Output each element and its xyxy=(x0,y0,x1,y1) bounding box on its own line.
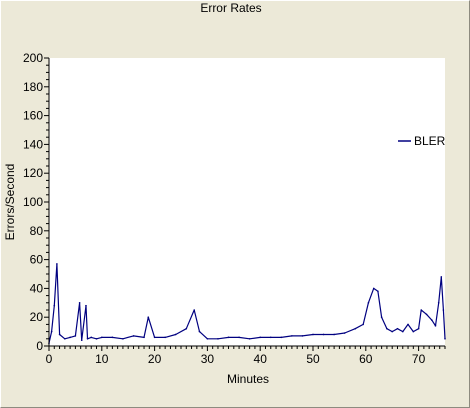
data-point xyxy=(56,263,58,265)
data-point xyxy=(122,338,124,340)
x-tick-label: 0 xyxy=(46,352,53,366)
y-tick-label: 60 xyxy=(30,253,44,267)
data-point xyxy=(425,313,428,316)
x-tick-label: 60 xyxy=(359,352,373,366)
data-point xyxy=(143,336,145,339)
y-tick-label: 40 xyxy=(30,281,44,295)
y-tick-label: 120 xyxy=(23,166,43,180)
data-point xyxy=(198,330,201,333)
data-point xyxy=(312,333,314,336)
y-tick-label: 0 xyxy=(36,339,43,353)
data-point xyxy=(440,276,443,278)
x-tick-label: 30 xyxy=(201,352,215,366)
data-point xyxy=(101,336,103,339)
data-point xyxy=(354,327,357,330)
legend: BLER xyxy=(398,134,446,148)
y-axis-label: Errors/Second xyxy=(3,164,17,241)
data-point xyxy=(248,338,251,340)
data-point xyxy=(64,338,66,340)
y-tick-label: 100 xyxy=(23,195,43,209)
data-point xyxy=(444,338,446,340)
data-point xyxy=(401,330,404,333)
x-tick-label: 40 xyxy=(254,352,268,366)
data-point xyxy=(291,335,293,337)
data-point xyxy=(442,309,445,311)
data-point xyxy=(269,336,272,339)
x-tick-label: 10 xyxy=(95,352,109,366)
data-point xyxy=(111,336,114,339)
data-point xyxy=(193,309,195,311)
data-point xyxy=(238,336,240,339)
x-tick-label: 50 xyxy=(306,352,320,366)
data-point xyxy=(185,327,188,330)
data-point xyxy=(372,287,375,290)
data-point xyxy=(85,304,87,307)
y-tick-label: 160 xyxy=(23,109,43,123)
data-point xyxy=(206,338,209,340)
data-point xyxy=(377,290,379,293)
data-point xyxy=(74,335,77,337)
x-tick-label: 20 xyxy=(148,352,162,366)
axes-layer: 0 20 40 60 80 100 120 140 160 180 200 0 10 20 30 40 50 60… xyxy=(23,51,446,366)
data-point xyxy=(412,330,415,333)
data-point xyxy=(343,332,346,334)
x-axis-label: Minutes xyxy=(227,372,269,386)
data-point xyxy=(420,309,423,311)
data-point xyxy=(164,336,166,339)
data-point xyxy=(434,325,437,327)
chart-title: Error Rates xyxy=(200,1,261,15)
legend-label-bler: BLER xyxy=(414,134,446,148)
data-point xyxy=(174,333,177,336)
data-point xyxy=(417,327,420,330)
data-point xyxy=(301,335,304,337)
data-point xyxy=(147,316,150,319)
data-point xyxy=(437,302,440,304)
y-tick-label: 20 xyxy=(30,310,44,324)
data-point xyxy=(95,338,98,340)
data-point xyxy=(90,336,93,339)
data-point xyxy=(217,338,219,340)
data-point xyxy=(322,333,325,336)
plot-area xyxy=(49,58,445,346)
data-point xyxy=(132,335,135,337)
y-tick-label: 140 xyxy=(23,137,43,151)
data-point xyxy=(80,339,83,342)
data-point xyxy=(227,336,230,339)
data-point xyxy=(280,336,283,339)
x-tick-label: 70 xyxy=(412,352,426,366)
data-point xyxy=(407,323,409,326)
plot-layer xyxy=(48,263,446,344)
data-point xyxy=(362,323,364,326)
data-point xyxy=(333,333,335,336)
data-point xyxy=(69,336,71,339)
data-point xyxy=(50,330,53,333)
data-point xyxy=(58,333,61,336)
data-point xyxy=(53,304,56,307)
data-point xyxy=(367,302,370,304)
y-tick-label: 80 xyxy=(30,224,44,238)
data-point xyxy=(78,302,81,304)
data-point xyxy=(431,319,433,321)
data-point xyxy=(396,327,399,330)
data-point xyxy=(153,336,156,339)
y-tick-label: 200 xyxy=(23,51,43,65)
data-point xyxy=(86,338,89,340)
data-point xyxy=(386,327,388,330)
y-tick-label: 180 xyxy=(23,80,43,94)
data-point xyxy=(259,336,262,339)
data-point xyxy=(391,330,394,333)
data-point xyxy=(380,316,383,319)
